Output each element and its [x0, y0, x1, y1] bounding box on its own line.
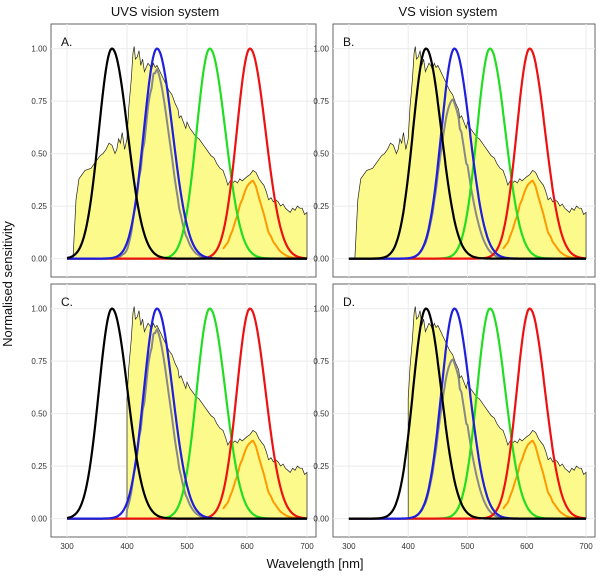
- y-tick-label: 0.00: [31, 515, 47, 524]
- y-tick-label: 0.75: [31, 97, 47, 106]
- y-tick-label: 0.50: [31, 410, 47, 419]
- panel-label: A.: [61, 35, 72, 49]
- y-tick-label: 1.00: [313, 45, 329, 54]
- v_cone-curve: [348, 47, 587, 260]
- y-tick-label: 0.00: [31, 255, 47, 264]
- panel-label: D.: [343, 295, 355, 309]
- panels-group: 0.00 0.25 0.50 0.75 1.00 A. 0.00 0.25 0.50 0.75 1.…: [31, 23, 596, 551]
- x-tick-label: 700: [579, 542, 593, 551]
- panel-d: 0.00 0.25 0.50 0.75 1.00 300 400 500 600 700 D.: [313, 283, 596, 551]
- uv_cone-curve: [66, 47, 308, 260]
- panel-label: C.: [61, 295, 73, 309]
- x-tick-label: 500: [461, 542, 475, 551]
- y-tick-label: 1.00: [31, 305, 47, 314]
- irradiance-spectrum: [72, 46, 308, 259]
- x-tick-label: 400: [120, 542, 134, 551]
- right-column-title: VS vision system: [399, 4, 498, 19]
- y-tick-label: 0.75: [313, 97, 329, 106]
- y-tick-label: 1.00: [31, 45, 47, 54]
- y-tick-label: 0.25: [31, 202, 47, 211]
- y-tick-label: 0.75: [313, 357, 329, 366]
- x-tick-label: 500: [180, 542, 194, 551]
- y-tick-label: 0.50: [313, 150, 329, 159]
- x-axis-title: Wavelength [nm]: [266, 556, 363, 571]
- panel-b: 0.00 0.25 0.50 0.75 1.00 B.: [313, 23, 596, 278]
- y-tick-label: 0.00: [313, 255, 329, 264]
- y-tick-label: 0.75: [31, 357, 47, 366]
- panel-label: B.: [343, 35, 354, 49]
- x-tick-label: 300: [342, 542, 356, 551]
- v_cone-curve: [348, 307, 587, 520]
- y-tick-label: 0.25: [313, 462, 329, 471]
- uv_cone-curve: [66, 307, 308, 520]
- y-axis-title: Normalised sensitivity: [0, 221, 15, 347]
- y-tick-label: 1.00: [313, 305, 329, 314]
- x-tick-label: 700: [300, 542, 314, 551]
- y-tick-label: 0.50: [31, 150, 47, 159]
- panel-c: 0.00 0.25 0.50 0.75 1.00 300 400 500 600 700 C.: [31, 283, 317, 551]
- y-tick-label: 0.50: [313, 410, 329, 419]
- x-tick-label: 600: [240, 542, 254, 551]
- y-tick-label: 0.25: [313, 202, 329, 211]
- y-tick-label: 0.25: [31, 462, 47, 471]
- x-tick-label: 300: [60, 542, 74, 551]
- left-column-title: UVS vision system: [111, 4, 219, 19]
- panel-a: 0.00 0.25 0.50 0.75 1.00 A.: [31, 23, 317, 278]
- y-tick-label: 0.00: [313, 515, 329, 524]
- x-tick-label: 400: [402, 542, 416, 551]
- x-tick-label: 600: [520, 542, 534, 551]
